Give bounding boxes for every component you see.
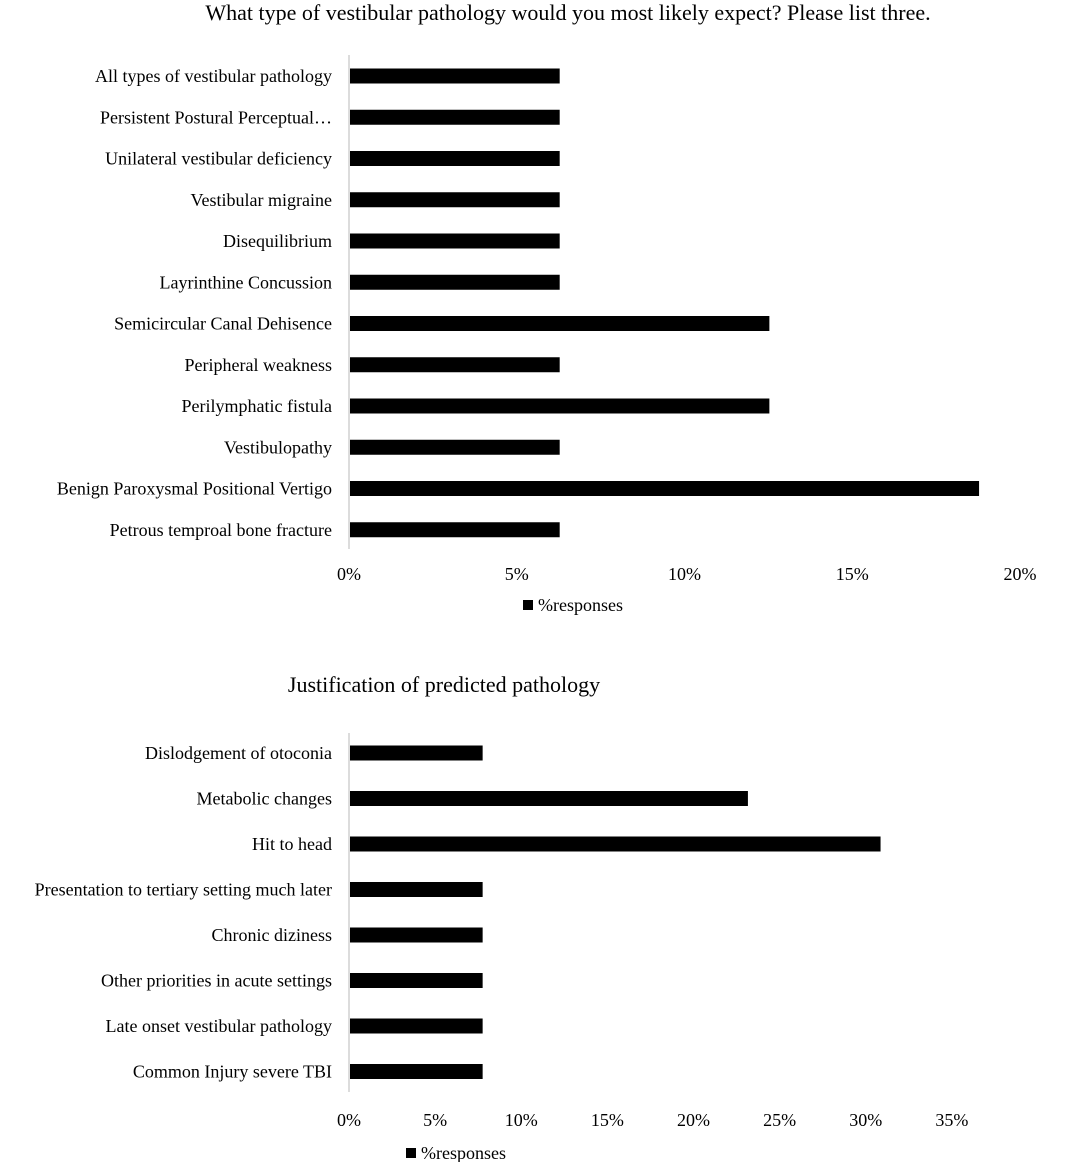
bar	[350, 973, 483, 988]
legend-swatch	[406, 1148, 416, 1158]
category-label: Peripheral weakness	[185, 355, 332, 375]
bar	[350, 109, 560, 125]
x-tick-label: 0%	[337, 1110, 361, 1130]
chart-2: Justification of predicted pathology Disl…	[35, 672, 969, 1162]
chart-title: What type of vestibular pathology would …	[205, 0, 930, 25]
category-label: Chronic diziness	[212, 925, 332, 945]
category-label: All types of vestibular pathology	[95, 66, 332, 86]
category-label: Perilymphatic fistula	[182, 396, 332, 416]
legend-label: %responses	[538, 595, 623, 615]
legend-swatch	[523, 600, 533, 610]
x-tick-label: 35%	[935, 1110, 968, 1130]
category-label: Common Injury severe TBI	[133, 1062, 332, 1082]
legend: %responses	[406, 1143, 506, 1162]
x-tick-label: 10%	[505, 1110, 538, 1130]
category-label: Petrous temproal bone fracture	[110, 520, 332, 540]
bar	[350, 836, 881, 852]
bar	[350, 927, 483, 943]
chart-1: What type of vestibular pathology would …	[57, 0, 1037, 615]
x-tick-label: 10%	[668, 564, 701, 584]
bar	[350, 1018, 483, 1034]
category-label: Metabolic changes	[197, 789, 332, 809]
bar	[350, 151, 560, 166]
x-tick-label: 20%	[1004, 564, 1037, 584]
category-label: Benign Paroxysmal Positional Vertigo	[57, 479, 332, 499]
category-label: Layrinthine Concussion	[160, 272, 332, 292]
category-label: Presentation to tertiary setting much la…	[35, 880, 332, 900]
legend-label: %responses	[421, 1143, 506, 1162]
chart-title: Justification of predicted pathology	[288, 672, 600, 697]
bar	[350, 522, 560, 538]
bar	[350, 745, 483, 761]
category-label: Late onset vestibular pathology	[106, 1016, 332, 1036]
bar	[350, 439, 560, 455]
bar	[350, 481, 980, 496]
category-label: Dislodgement of otoconia	[145, 743, 332, 763]
category-label: Hit to head	[252, 834, 332, 854]
legend: %responses	[523, 595, 623, 615]
bar	[350, 68, 560, 84]
bar	[350, 357, 560, 373]
bar	[350, 233, 560, 249]
x-tick-label: 0%	[337, 564, 361, 584]
bar	[350, 882, 483, 897]
category-label: Persistent Postural Perceptual…	[100, 107, 332, 127]
x-tick-label: 25%	[763, 1110, 796, 1130]
category-label: Vestibular migraine	[191, 190, 332, 210]
x-tick-label: 20%	[677, 1110, 710, 1130]
bar	[350, 192, 560, 208]
bar	[350, 1064, 483, 1079]
bar	[350, 316, 770, 331]
x-tick-label: 15%	[591, 1110, 624, 1130]
x-tick-label: 30%	[849, 1110, 882, 1130]
category-label: Other priorities in acute settings	[101, 971, 332, 991]
category-label: Disequilibrium	[223, 231, 332, 251]
bar	[350, 791, 748, 806]
category-label: Semicircular Canal Dehisence	[114, 314, 332, 334]
category-label: Unilateral vestibular deficiency	[105, 149, 332, 169]
x-tick-label: 5%	[423, 1110, 447, 1130]
category-label: Vestibulopathy	[224, 437, 332, 457]
bar	[350, 274, 560, 290]
x-tick-label: 15%	[836, 564, 869, 584]
x-tick-label: 5%	[505, 564, 529, 584]
bar	[350, 398, 770, 414]
